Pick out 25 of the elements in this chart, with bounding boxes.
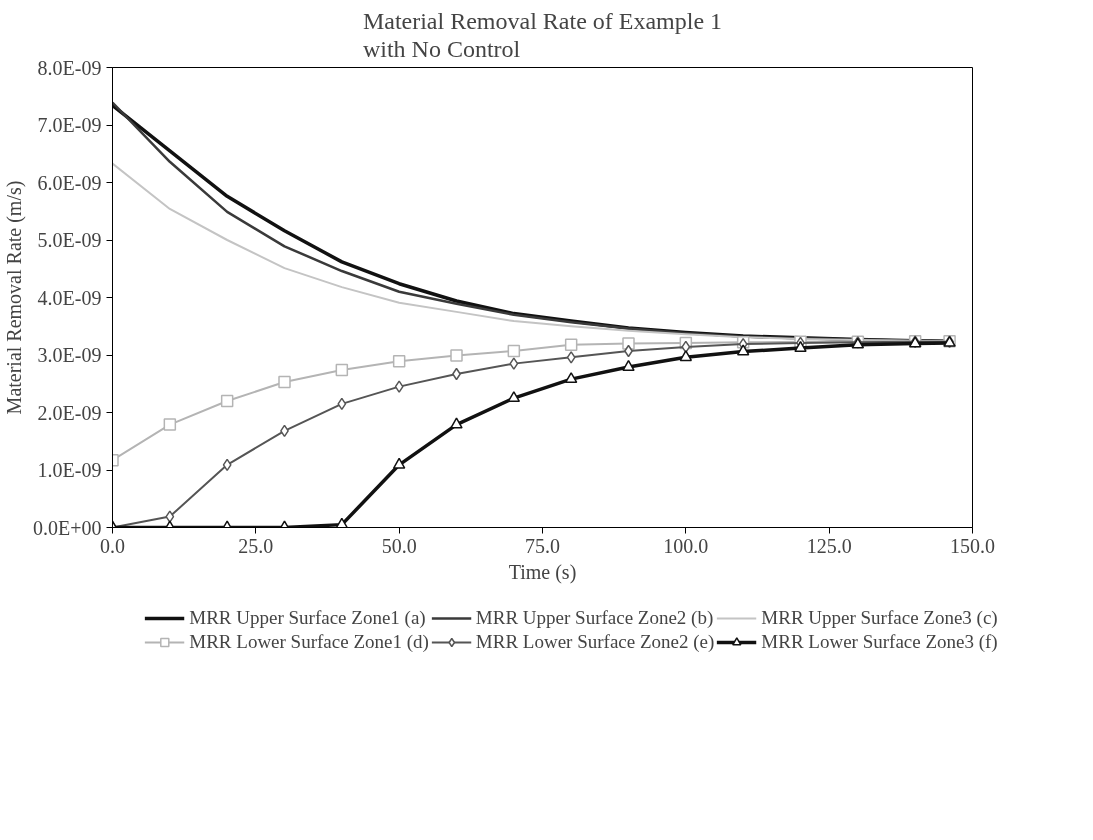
x-tick-label: 150.0 [950,534,995,557]
x-tick-label: 25.0 [238,534,274,557]
x-tick-label: 50.0 [381,534,417,557]
legend-label: MRR Lower Surface Zone3 (f) [761,631,998,653]
y-tick-label: 7.0E-09 [37,114,102,136]
y-tick-label: 4.0E-09 [37,286,102,309]
y-tick-label: 3.0E-09 [37,344,102,366]
y-tick-label: 1.0E-09 [37,459,102,481]
y-tick-label: 0.0E+00 [33,516,102,539]
x-tick-label: 75.0 [525,534,560,557]
x-tick-label: 100.0 [663,534,709,557]
x-tick-label: 125.0 [806,534,852,557]
legend-label: MRR Upper Surface Zone2 (b) [475,607,714,629]
chart-title: Material Removal Rate of Example 1 with No Control [362,7,723,63]
y-tick-label: 6.0E-09 [37,171,102,194]
legend-label: MRR Lower Surface Zone2 (e) [475,631,715,653]
y-tick-label: 5.0E-09 [37,229,102,251]
legend-label: MRR Upper Surface Zone3 (c) [761,607,998,629]
y-axis-title: Material Removal Rate (m/s) [3,180,26,415]
legend-label: MRR Lower Surface Zone1 (d) [189,631,429,653]
y-tick-label: 8.0E-09 [37,56,102,79]
x-axis-title: Time (s) [508,560,577,584]
x-tick-label: 0.0 [100,534,125,557]
y-tick-label: 2.0E-09 [37,401,102,424]
legend-label: MRR Upper Surface Zone1 (a) [189,607,426,629]
